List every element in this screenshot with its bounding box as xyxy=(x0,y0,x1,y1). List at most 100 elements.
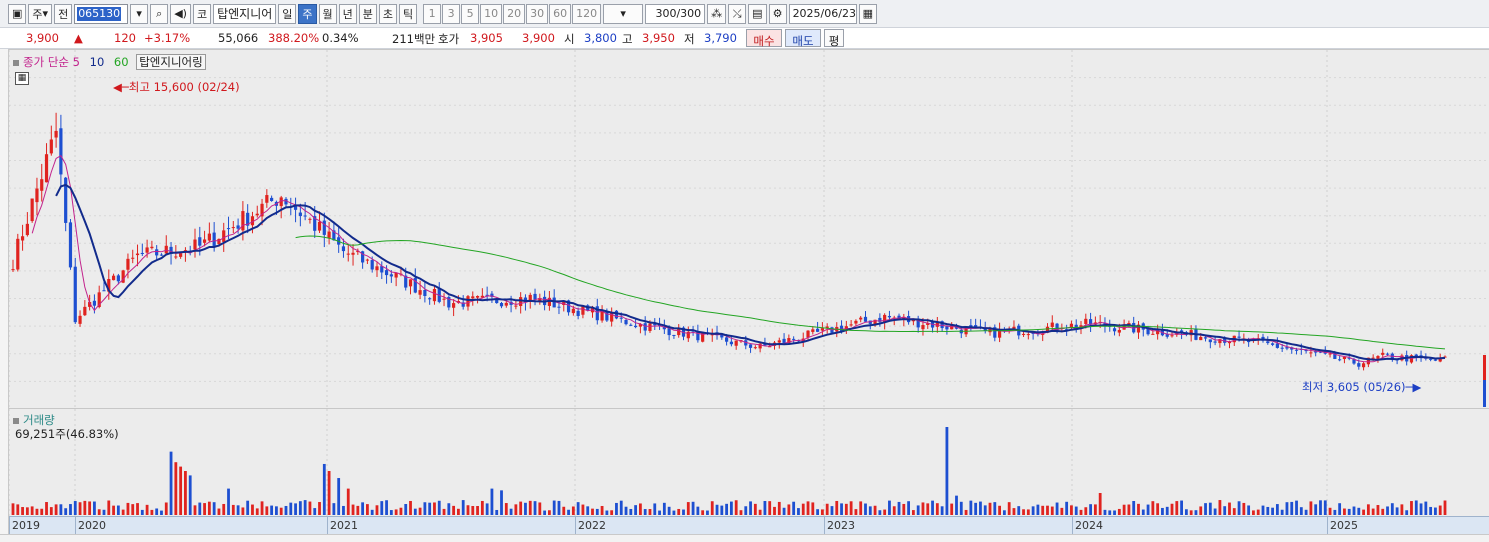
interval-tab-5[interactable]: 30 xyxy=(526,3,549,24)
volume-bar xyxy=(25,507,29,515)
eval-button[interactable]: 평 xyxy=(824,29,844,48)
candle-body xyxy=(950,325,954,330)
volume-bar xyxy=(725,503,729,515)
candle-body xyxy=(624,319,628,325)
candle-body xyxy=(964,326,968,335)
candle-body xyxy=(495,299,499,304)
prev-button[interactable]: 전 xyxy=(54,3,73,24)
interval-tab-2[interactable]: 5 xyxy=(461,3,480,24)
volume-bar xyxy=(179,466,183,515)
volume-bar xyxy=(169,451,173,515)
volume-bar xyxy=(840,503,843,515)
interval-tab-0[interactable]: 1 xyxy=(423,3,442,24)
volume-bar xyxy=(701,510,705,515)
candle-body xyxy=(116,275,120,282)
volume-bar xyxy=(88,501,92,515)
save-icon[interactable]: ▤ xyxy=(748,3,767,24)
interval-tab-4[interactable]: 20 xyxy=(503,3,526,24)
candle-body xyxy=(902,316,906,320)
volume-bar xyxy=(658,510,661,515)
period-tab-0[interactable]: 일 xyxy=(278,3,297,24)
price-panel: 종가 단순 5 10 60 탑엔지니어링 ▦ ◀─최고 15,600 (02/2… xyxy=(9,49,1489,409)
volume-bar xyxy=(744,506,748,515)
volume-bar xyxy=(423,502,427,515)
volume-bar xyxy=(1266,506,1270,515)
interval-tab-7[interactable]: 120 xyxy=(572,3,602,24)
candle-body xyxy=(562,301,566,305)
candle-body xyxy=(849,324,853,326)
compare-icon[interactable]: ⤯ xyxy=(728,3,747,24)
candle-body xyxy=(217,238,221,244)
interval-tab-6[interactable]: 60 xyxy=(549,3,572,24)
volume-bar xyxy=(983,505,987,515)
code-dropdown-icon[interactable]: ▾ xyxy=(130,3,149,24)
candle-body xyxy=(1050,322,1054,327)
period-tab-1[interactable]: 주 xyxy=(298,3,317,24)
interval-tab-3[interactable]: 10 xyxy=(480,3,503,24)
period-tab-5[interactable]: 초 xyxy=(378,3,398,24)
candle-body xyxy=(1132,322,1136,333)
buy-button[interactable]: 매수 xyxy=(746,29,782,48)
volume-bar xyxy=(164,502,168,515)
volume-bar xyxy=(1060,507,1064,515)
candle-body xyxy=(1041,333,1045,335)
volume-bar xyxy=(1170,503,1174,515)
volume-bar xyxy=(811,502,815,515)
volume-bar xyxy=(78,502,82,515)
candle-body xyxy=(792,338,796,340)
speaker-icon[interactable]: ◀) xyxy=(170,3,191,24)
date-input[interactable]: 2025/06/23 xyxy=(788,3,857,24)
search-icon[interactable]: ⌕ xyxy=(150,3,169,24)
volume-bar xyxy=(260,501,264,515)
volume-bar xyxy=(1022,509,1025,515)
sell-button[interactable]: 매도 xyxy=(785,29,821,48)
period-tab-3[interactable]: 년 xyxy=(338,3,357,24)
x-tick-label: 2020 xyxy=(78,519,106,532)
interval-dropdown[interactable]: ▾ xyxy=(603,3,644,24)
volume-bar xyxy=(327,471,331,515)
volume-bar xyxy=(69,504,72,515)
volume-chart xyxy=(9,409,1447,517)
volume-bar xyxy=(298,501,302,515)
volume-bar xyxy=(801,503,805,515)
bottom-scroll-strip[interactable] xyxy=(0,534,1489,542)
candle-body xyxy=(748,344,753,348)
volume-bar xyxy=(926,503,930,515)
volume-bar xyxy=(648,509,652,515)
volume-bar xyxy=(634,505,638,515)
bar-count-input[interactable]: 300/300 xyxy=(645,3,706,24)
candle-body xyxy=(1366,357,1370,365)
volume-bar xyxy=(1007,502,1011,515)
volume-title: 거래량 xyxy=(23,413,55,427)
volume-bar xyxy=(686,502,690,515)
volume-bar xyxy=(1275,504,1279,515)
period-tab-6[interactable]: 틱 xyxy=(399,3,418,24)
period-tab-2[interactable]: 월 xyxy=(318,3,337,24)
volume-bar xyxy=(428,502,432,515)
volume-bar xyxy=(691,501,695,515)
gear-icon[interactable]: ⚙ xyxy=(768,3,787,24)
table-view-icon[interactable]: ▦ xyxy=(15,72,29,85)
volume-bar xyxy=(950,503,954,515)
volume-bar xyxy=(279,507,283,515)
candle-body xyxy=(1275,343,1279,348)
candle-body xyxy=(1429,358,1433,360)
volume-bar xyxy=(1117,508,1121,515)
interval-tab-1[interactable]: 3 xyxy=(442,3,461,24)
chart-type-select[interactable]: 주 ▾ xyxy=(28,3,53,24)
candle-body xyxy=(1026,334,1030,336)
ask-price: 3,905 xyxy=(470,31,503,45)
volume-bar xyxy=(883,509,887,515)
current-down-bar xyxy=(1483,380,1486,407)
candle-body xyxy=(782,338,786,343)
period-tab-4[interactable]: 분 xyxy=(358,3,377,24)
indicator-icon[interactable]: ⁂ xyxy=(707,3,727,24)
calendar-icon[interactable]: ▦ xyxy=(858,3,877,24)
candle-body xyxy=(499,302,504,307)
candle-body xyxy=(1280,347,1284,349)
layout-icon[interactable]: ▣ xyxy=(8,3,27,24)
stock-code-input[interactable]: 065130 xyxy=(74,3,129,24)
volume-bar xyxy=(667,506,671,515)
chart-type-label: 주 xyxy=(32,7,43,21)
